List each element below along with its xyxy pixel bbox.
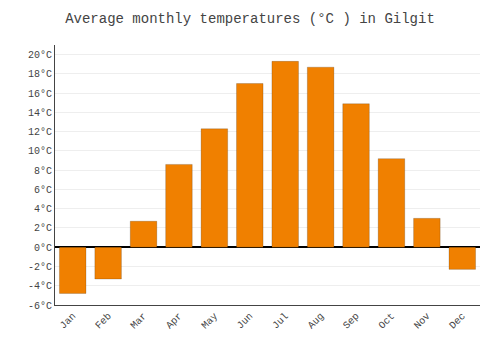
- svg-text:16°C: 16°C: [28, 89, 52, 100]
- svg-text:20°C: 20°C: [28, 50, 52, 61]
- svg-text:18°C: 18°C: [28, 69, 52, 80]
- svg-text:Nov: Nov: [412, 311, 433, 332]
- svg-text:-2°C: -2°C: [28, 262, 52, 273]
- svg-text:-4°C: -4°C: [28, 281, 52, 292]
- svg-text:Jun: Jun: [235, 311, 256, 332]
- svg-text:Oct: Oct: [377, 311, 398, 332]
- svg-text:Apr: Apr: [164, 311, 185, 332]
- svg-text:Jan: Jan: [58, 311, 79, 332]
- svg-text:2°C: 2°C: [34, 223, 52, 234]
- svg-text:May: May: [200, 311, 221, 332]
- svg-text:Mar: Mar: [129, 311, 150, 332]
- svg-text:10°C: 10°C: [28, 146, 52, 157]
- svg-text:6°C: 6°C: [34, 185, 52, 196]
- svg-text:8°C: 8°C: [34, 166, 52, 177]
- svg-text:Jul: Jul: [270, 311, 291, 332]
- svg-text:Dec: Dec: [447, 311, 468, 332]
- svg-text:Feb: Feb: [93, 311, 114, 332]
- svg-text:12°C: 12°C: [28, 127, 52, 138]
- svg-text:0°C: 0°C: [34, 243, 52, 254]
- svg-text:Aug: Aug: [306, 311, 327, 332]
- svg-text:14°C: 14°C: [28, 108, 52, 119]
- svg-text:Sep: Sep: [341, 311, 362, 332]
- svg-text:4°C: 4°C: [34, 204, 52, 215]
- svg-text:-6°C: -6°C: [28, 301, 52, 312]
- svg-text:Average monthly temperatures (: Average monthly temperatures (°C ) in Gi…: [65, 11, 435, 27]
